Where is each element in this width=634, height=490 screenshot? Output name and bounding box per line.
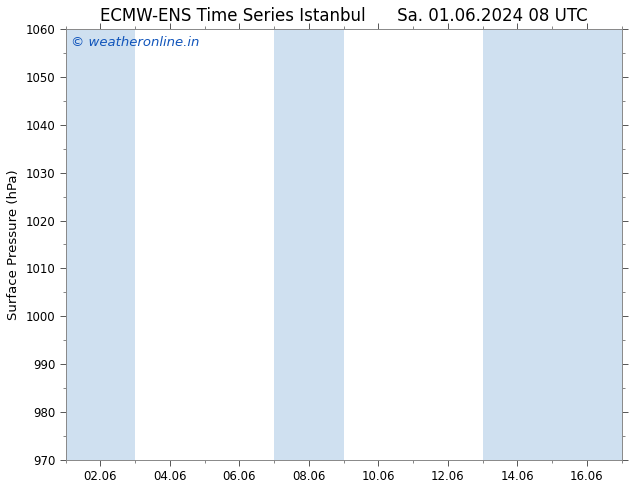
- Title: ECMW-ENS Time Series Istanbul      Sa. 01.06.2024 08 UTC: ECMW-ENS Time Series Istanbul Sa. 01.06.…: [100, 7, 587, 25]
- Bar: [274, 29, 344, 460]
- Y-axis label: Surface Pressure (hPa): Surface Pressure (hPa): [7, 169, 20, 320]
- Bar: [66, 29, 135, 460]
- Text: © weatheronline.in: © weatheronline.in: [71, 36, 200, 49]
- Bar: [482, 29, 621, 460]
